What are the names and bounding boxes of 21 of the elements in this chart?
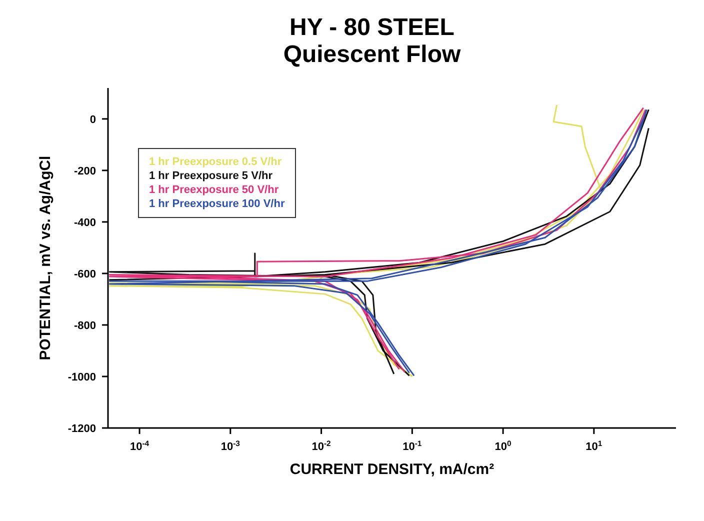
x-tick-label: 10$^{-2}$ — [312, 438, 331, 453]
y-tick-label: -200 — [74, 165, 96, 178]
y-tick-label: -800 — [74, 320, 96, 332]
x-tick-label: 10$^{-3}$ — [220, 438, 240, 453]
y-tick-label: -600 — [74, 268, 96, 280]
text: 1 hr Preexposure 5 V/hr — [149, 169, 274, 183]
y-axis-title: POTENTIAL, mV vs. Ag/AgCl — [37, 156, 54, 360]
y-tick-label: -400 — [74, 216, 96, 229]
x-tick-label: 10$^{0}$ — [494, 438, 512, 453]
x-axis-title: CURRENT DENSITY, mA/cm² — [290, 461, 494, 478]
x-tick-label: 10$^{-4}$ — [130, 438, 150, 453]
y-tick-label: 0 — [90, 114, 96, 126]
text: 1 hr Preexposure 0.5 V/hr — [149, 155, 283, 169]
y-tick-label: -1000 — [68, 371, 96, 384]
y-tick-label: -1200 — [68, 423, 96, 435]
chart-title: HY - 80 STEEL — [288, 14, 456, 41]
x-tick-label: 10$^{-1}$ — [402, 438, 422, 453]
text: 1 hr Preexposure 100 V/hr — [149, 197, 285, 211]
chart-subtitle: Quiescent Flow — [282, 41, 462, 68]
text: 1 hr Preexposure 50 V/hr — [149, 183, 280, 197]
x-tick-label: 10$^{1}$ — [586, 438, 603, 453]
